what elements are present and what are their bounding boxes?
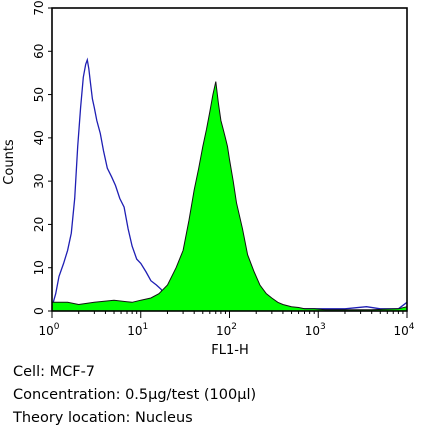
y-tick-label: 0 xyxy=(32,307,46,315)
y-tick-label: 20 xyxy=(32,217,46,232)
x-tick-exponent: 0 xyxy=(54,322,60,332)
series-layer xyxy=(51,57,408,311)
x-tick-exponent: 2 xyxy=(231,322,237,332)
x-tick-exponent: 4 xyxy=(409,322,415,332)
y-tick-label: 40 xyxy=(32,130,46,145)
y-tick-label: 30 xyxy=(32,174,46,189)
caption-location: Theory location: Nucleus xyxy=(13,410,193,426)
x-tick-label: 101 xyxy=(127,322,148,338)
caption-cell: Cell: MCF-7 xyxy=(13,364,96,380)
y-tick-label: 70 xyxy=(32,0,46,15)
caption-concentration: Concentration: 0.5µg/test (100µl) xyxy=(13,387,257,403)
x-tick-exponent: 1 xyxy=(143,322,149,332)
series-1-area xyxy=(52,81,407,311)
x-tick-label: 102 xyxy=(216,322,237,338)
x-tick-label: 104 xyxy=(393,322,414,338)
y-tick-label: 50 xyxy=(32,87,46,102)
y-tick-label: 60 xyxy=(32,44,46,59)
x-axis-label: FL1-H xyxy=(211,343,248,358)
y-axis-label: Counts xyxy=(2,139,17,185)
y-tick-label: 10 xyxy=(32,260,46,275)
x-tick-label: 100 xyxy=(38,322,59,338)
x-tick-exponent: 3 xyxy=(320,322,326,332)
x-tick-label: 103 xyxy=(305,322,326,338)
series-1-outline xyxy=(52,81,408,311)
